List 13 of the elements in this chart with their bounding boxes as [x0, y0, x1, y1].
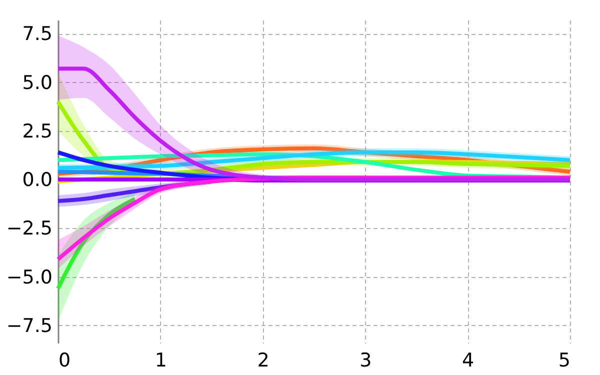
x-tick-label: 1: [154, 350, 167, 372]
x-tick-label: 3: [360, 350, 372, 372]
y-tick-label: 7.5: [22, 23, 52, 46]
x-tick-label: 2: [257, 350, 270, 372]
x-tick-label: 0: [58, 350, 71, 372]
y-tick-label: 0.0: [22, 169, 52, 192]
y-tick-label: −7.5: [6, 314, 52, 337]
x-tick-label: 4: [462, 350, 474, 372]
y-tick-label: 5.0: [22, 72, 52, 94]
y-tick-label: −5.0: [6, 266, 52, 288]
y-tick-label: −2.5: [6, 218, 52, 240]
y-tick-label: 2.5: [22, 120, 52, 142]
x-tick-label: 5: [558, 350, 570, 372]
